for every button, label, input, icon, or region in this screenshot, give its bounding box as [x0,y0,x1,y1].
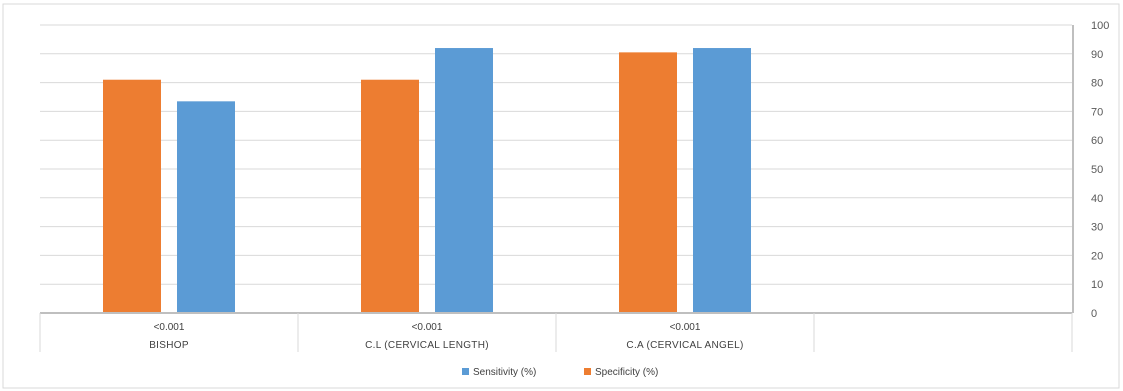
y-tick-label: 60 [1091,135,1103,147]
category-label: C.L (CERVICAL LENGTH) [365,340,489,351]
y-tick-label: 70 [1091,106,1103,118]
category-label: C.A (CERVICAL ANGEL) [626,340,743,351]
p-value-label: <0.001 [154,322,185,333]
bar-specificity-0 [103,79,161,313]
y-tick-label: 90 [1091,49,1103,61]
y-tick-label: 10 [1091,279,1103,291]
legend-label: Sensitivity (%) [473,367,536,378]
bar-sensitivity-2 [693,48,751,313]
category-table: <0.001 BISHOP <0.001 C.L (CERVICAL LENGTH) <… [39,313,1073,352]
y-tick-label: 40 [1091,193,1103,205]
legend-swatch [584,368,591,375]
bar-specificity-1 [361,79,419,313]
y-tick-label: 50 [1091,164,1103,176]
legend: Sensitivity (%) Specificity (%) [462,367,658,378]
p-value-label: <0.001 [670,322,701,333]
y-tick-label: 30 [1091,222,1103,234]
bar-specificity-2 [619,52,677,314]
p-value-label: <0.001 [412,322,443,333]
y-tick-label: 100 [1091,20,1109,32]
y-tick-label: 80 [1091,78,1103,90]
bars [103,48,751,314]
legend-label: Specificity (%) [595,367,658,378]
y-tick-label: 0 [1091,308,1097,320]
bar-sensitivity-1 [435,48,493,313]
bar-sensitivity-0 [177,101,235,313]
legend-swatch [462,368,469,375]
category-label: BISHOP [149,340,189,351]
y-tick-label: 20 [1091,250,1103,262]
